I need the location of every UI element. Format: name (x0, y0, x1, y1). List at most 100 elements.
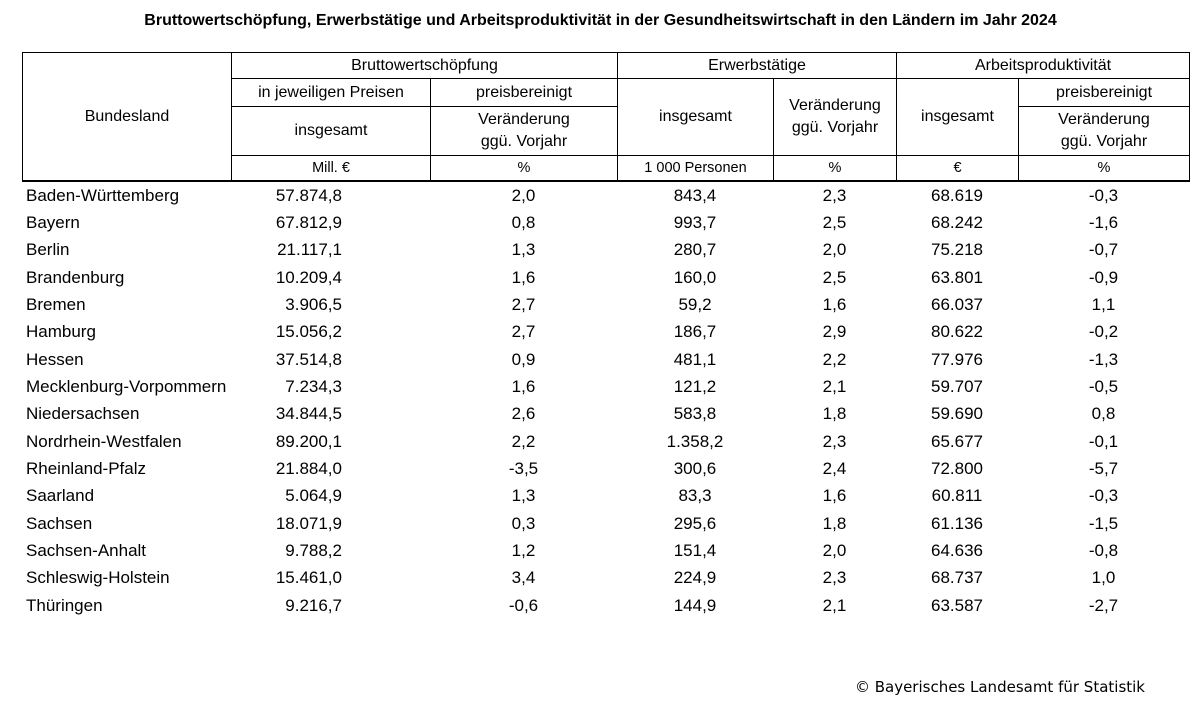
data-cell: -0,1 (1088, 431, 1119, 451)
data-cell: 63.801 (931, 267, 983, 287)
row-label: Bremen (26, 294, 86, 314)
data-cell: 1,6 (822, 486, 847, 506)
unit-cell-text: 1 000 Personen (644, 160, 747, 176)
header-cell: in jeweiligen Preisen (231, 78, 431, 107)
data-cell: -0,7 (1088, 240, 1119, 260)
data-cell: -1,6 (1088, 212, 1119, 232)
data-cell: 1,8 (822, 404, 847, 424)
data-cell: 0,3 (511, 513, 536, 533)
header-cell-text: insgesamt (294, 122, 368, 139)
data-cell: 0,9 (511, 349, 536, 369)
header-cell-text: preisbereinigt (1055, 83, 1153, 101)
data-cell: 7.234,3 (285, 376, 342, 396)
data-cell: 61.136 (931, 513, 983, 533)
data-cell: -3,5 (508, 459, 539, 478)
row-label: Saarland (26, 486, 95, 506)
data-cell: 89.200,1 (275, 431, 342, 451)
data-cell: 2,1 (822, 376, 847, 396)
header-cell: Veränderung ggü. Vorjahr (1018, 106, 1190, 156)
table-title: Bruttowertschöpfung, Erwerbstätige und A… (144, 12, 1057, 29)
header-cell-text: preisbereinigt (475, 83, 573, 101)
header-cell-text: Veränderung ggü. Vorjahr (478, 111, 570, 150)
header-cell: insgesamt (617, 78, 774, 156)
data-cell: 160,0 (673, 267, 717, 287)
data-cell: 2,0 (822, 240, 847, 260)
data-cell: -1,3 (1088, 349, 1119, 369)
data-cell: 21.884,0 (275, 459, 342, 478)
data-cell: 300,6 (673, 459, 717, 478)
row-label: Nordrhein-Westfalen (26, 431, 182, 451)
header-cell-text: insgesamt (659, 108, 732, 125)
data-cell: 0,8 (1091, 404, 1116, 424)
header-cell: preisbereinigt (430, 78, 618, 107)
data-cell: -0,3 (1088, 185, 1119, 205)
unit-cell: 1 000 Personen (617, 155, 774, 182)
unit-cell-text: % (517, 160, 531, 176)
header-cell: Bundesland (22, 52, 232, 182)
unit-cell: % (773, 155, 897, 182)
data-cell: 583,8 (673, 404, 717, 424)
data-cell: 1,3 (511, 240, 536, 260)
data-cell: -0,8 (1088, 541, 1119, 561)
row-label: Brandenburg (26, 267, 125, 287)
data-cell: 1,6 (822, 294, 847, 314)
header-cell-text: Veränderung ggü. Vorjahr (789, 97, 881, 136)
header-cell: Bruttowertschöpfung (231, 52, 618, 79)
header-cell-text: Bundesland (84, 107, 170, 125)
header-cell: preisbereinigt (1018, 78, 1190, 107)
data-cell: 15.461,0 (275, 568, 342, 588)
data-cell: -0,6 (508, 595, 539, 615)
data-cell: 59,2 (678, 294, 712, 314)
header-cell: insgesamt (231, 106, 431, 156)
data-cell: 2,2 (511, 431, 536, 451)
data-cell: 67.812,9 (275, 212, 342, 232)
data-cell: 15.056,2 (275, 322, 342, 342)
data-cell: 3.906,5 (285, 294, 342, 314)
data-cell: 60.811 (931, 486, 983, 506)
data-cell: 1,6 (511, 376, 536, 396)
header-cell-text: Erwerbstätige (708, 56, 806, 74)
data-cell: 65.677 (931, 431, 983, 451)
data-cell: 2,2 (822, 349, 847, 369)
row-label: Sachsen-Anhalt (26, 541, 147, 561)
header-cell: Veränderung ggü. Vorjahr (430, 106, 618, 156)
unit-cell-text: % (828, 160, 842, 176)
data-cell: 2,3 (822, 568, 847, 588)
data-cell: 2,1 (822, 595, 847, 615)
row-label: Schleswig-Holstein (26, 568, 170, 588)
data-cell: 3,4 (511, 568, 536, 588)
row-label: Bayern (26, 212, 80, 232)
data-cell: 2,0 (511, 185, 536, 205)
unit-cell: % (430, 155, 618, 182)
data-cell: 1,8 (822, 513, 847, 533)
row-label: Mecklenburg-Vorpommern (26, 376, 227, 396)
row-label: Thüringen (26, 595, 103, 615)
data-cell: -1,5 (1088, 513, 1119, 533)
data-cell: 77.976 (931, 349, 983, 369)
unit-cell: Mill. € (231, 155, 431, 182)
data-cell: 2,5 (822, 212, 847, 232)
unit-cell-text: % (1097, 160, 1111, 176)
data-cell: 75.218 (931, 240, 983, 260)
data-cell: 37.514,8 (275, 349, 342, 369)
data-cell: 224,9 (673, 568, 717, 588)
data-cell: 144,9 (673, 595, 717, 615)
header-cell-text: insgesamt (921, 108, 994, 125)
unit-cell-text: € (953, 160, 962, 176)
data-cell: 151,4 (673, 541, 717, 561)
header-cell: Erwerbstätige (617, 52, 897, 79)
header-cell-text: Arbeitsproduktivität (974, 56, 1112, 74)
data-cell: 2,0 (822, 541, 847, 561)
row-label: Rheinland-Pfalz (26, 459, 147, 478)
data-cell: 2,7 (511, 294, 536, 314)
data-cell: 72.800 (931, 459, 983, 478)
data-cell: 5.064,9 (285, 486, 342, 506)
data-cell: 481,1 (673, 349, 717, 369)
data-cell: 993,7 (673, 212, 717, 232)
data-cell: 2,5 (822, 267, 847, 287)
data-cell: 2,3 (822, 431, 847, 451)
data-cell: 68.619 (931, 185, 983, 205)
data-cell: -2,7 (1088, 595, 1119, 615)
header-cell: Veränderung ggü. Vorjahr (773, 78, 897, 156)
